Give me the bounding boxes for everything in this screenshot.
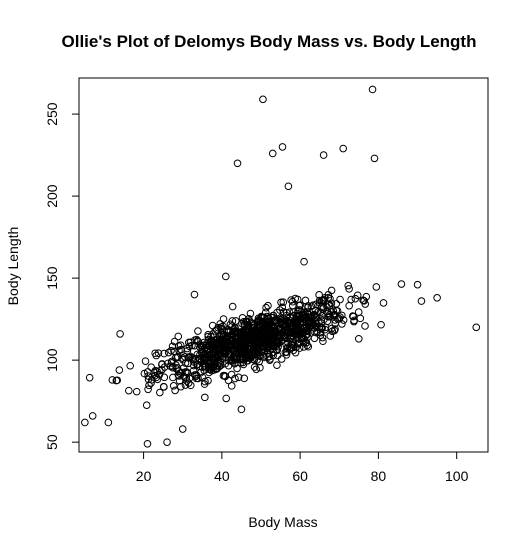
- data-point: [144, 441, 151, 448]
- data-point: [265, 302, 272, 309]
- data-point: [175, 333, 182, 340]
- chart-title: Ollie's Plot of Delomys Body Mass vs. Bo…: [62, 32, 477, 51]
- data-point: [362, 323, 369, 330]
- y-tick-label: 200: [44, 184, 60, 208]
- data-point: [371, 155, 378, 162]
- data-point: [340, 145, 347, 152]
- y-axis-label: Body Length: [5, 227, 21, 306]
- y-tick-label: 100: [44, 348, 60, 372]
- data-point: [398, 281, 405, 288]
- data-point: [142, 358, 149, 365]
- data-point: [285, 183, 292, 190]
- x-axis: 20 40 60 80 100: [136, 452, 469, 484]
- y-tick-label: 50: [44, 434, 60, 450]
- data-point: [191, 291, 198, 298]
- x-axis-label: Body Mass: [248, 514, 317, 530]
- data-point: [473, 324, 480, 331]
- data-point: [170, 383, 177, 390]
- data-point: [238, 406, 245, 413]
- data-point: [346, 302, 353, 309]
- data-point: [86, 374, 93, 381]
- data-point: [223, 395, 230, 402]
- data-point: [373, 284, 380, 291]
- y-tick-label: 250: [44, 102, 60, 126]
- data-point: [274, 362, 281, 369]
- data-point: [380, 300, 387, 307]
- data-point: [148, 364, 155, 371]
- data-point: [378, 321, 385, 328]
- data-point: [157, 389, 164, 396]
- data-point: [311, 335, 318, 342]
- y-tick-label: 150: [44, 266, 60, 290]
- data-point: [279, 144, 286, 151]
- data-point: [195, 328, 202, 335]
- data-point: [269, 150, 276, 157]
- data-points: [82, 86, 480, 447]
- x-tick-label: 40: [214, 468, 230, 484]
- x-tick-label: 100: [445, 468, 469, 484]
- data-point: [179, 426, 186, 433]
- data-point: [126, 387, 133, 394]
- data-point: [89, 413, 96, 420]
- x-tick-label: 20: [136, 468, 152, 484]
- data-point: [260, 96, 267, 103]
- data-point: [301, 258, 308, 265]
- x-tick-label: 80: [371, 468, 387, 484]
- data-point: [328, 287, 335, 294]
- y-axis: 50 100 150 200 250: [44, 102, 79, 450]
- data-point: [133, 388, 140, 395]
- data-point: [357, 315, 364, 322]
- data-point: [202, 394, 209, 401]
- data-point: [434, 295, 441, 302]
- data-point: [222, 273, 229, 280]
- data-point: [160, 383, 167, 390]
- data-point: [234, 160, 241, 167]
- data-point: [145, 386, 152, 393]
- data-point: [109, 377, 116, 384]
- plot-frame: [79, 78, 488, 452]
- data-point: [105, 419, 112, 426]
- data-point: [82, 419, 89, 426]
- data-point: [143, 402, 150, 409]
- data-point: [229, 303, 236, 310]
- data-point: [418, 298, 425, 305]
- x-tick-label: 60: [292, 468, 308, 484]
- data-point: [116, 367, 123, 374]
- data-point: [127, 362, 134, 369]
- data-point: [278, 356, 285, 363]
- data-point: [333, 301, 340, 308]
- data-point: [320, 152, 327, 159]
- data-point: [355, 335, 362, 342]
- data-point: [117, 331, 124, 338]
- data-point: [414, 281, 421, 288]
- data-point: [220, 316, 227, 323]
- data-point: [164, 439, 171, 446]
- data-point: [369, 86, 376, 93]
- data-point: [337, 296, 344, 303]
